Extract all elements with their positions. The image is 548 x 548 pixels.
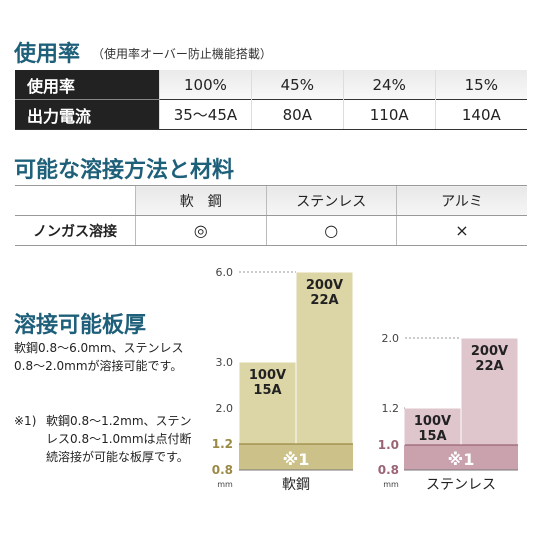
bar-label-current: 22A <box>475 359 503 374</box>
table-row: ノンガス溶接 ◎ ○ × <box>15 215 527 246</box>
thickness-description: 軟鋼0.8〜6.0mm、ステンレス0.8〜2.0mmが溶接可能です。 <box>14 341 184 373</box>
material-value: ◎ <box>135 215 266 246</box>
tick-label: 1.2 <box>212 437 233 451</box>
tick-label: 1.0 <box>378 438 399 452</box>
spot-weld-band <box>239 444 353 470</box>
bar-label-voltage: 200V <box>471 344 508 359</box>
thickness-title: 溶接可能板厚 <box>14 313 147 338</box>
duty-cycle-table: 使用率 100% 45% 24% 15% 出力電流 35〜45A 80A 110… <box>15 70 527 130</box>
spot-weld-band <box>404 445 518 470</box>
table-row: 使用率 100% 45% 24% 15% <box>15 70 527 100</box>
duty-cycle-subtitle: （使用率オーバー防止機能搭載） <box>92 47 272 61</box>
current-cell: 110A <box>342 99 436 130</box>
materials-corner <box>15 185 136 216</box>
bar-label-voltage: 200V <box>306 278 343 293</box>
material-value: ○ <box>265 215 397 246</box>
tick-label: 2.0 <box>382 332 400 345</box>
tick-label: 0.8 <box>378 463 399 477</box>
material-header: アルミ <box>396 185 527 216</box>
material-value: × <box>396 215 527 246</box>
row-label-current: 出力電流 <box>15 99 160 130</box>
material-header: ステンレス <box>265 185 397 216</box>
duty-cycle-title: 使用率 <box>14 42 81 67</box>
materials-title: 可能な溶接方法と材料 <box>14 158 235 183</box>
bar-label-voltage: 100V <box>249 368 286 383</box>
rate-cell: 15% <box>434 70 527 100</box>
bar-label-current: 15A <box>418 429 446 444</box>
current-cell: 140A <box>434 99 527 130</box>
bar-label-current: 15A <box>253 383 281 398</box>
unit-label: mm <box>217 480 233 489</box>
tick-label: 3.0 <box>216 356 234 369</box>
spot-weld-label: ※1 <box>448 450 475 469</box>
tick-label: 1.2 <box>382 402 400 415</box>
table-row: 軟 鋼 ステンレス アルミ <box>15 185 527 216</box>
row-label-rate: 使用率 <box>15 70 160 100</box>
tick-label: 2.0 <box>216 402 234 415</box>
material-header: 軟 鋼 <box>135 185 266 216</box>
rate-cell: 24% <box>342 70 436 100</box>
rate-cell: 45% <box>250 70 344 100</box>
x-axis-label: ステンレス <box>426 477 496 493</box>
current-cell: 35〜45A <box>159 99 252 130</box>
bar-label-current: 22A <box>310 293 338 308</box>
method-label: ノンガス溶接 <box>15 215 136 246</box>
tick-label: 0.8 <box>212 463 233 477</box>
rate-cell: 100% <box>159 70 252 100</box>
current-cell: 80A <box>250 99 344 130</box>
unit-label: mm <box>383 480 399 489</box>
note-mark: ※1) <box>14 414 37 428</box>
tick-label: 6.0 <box>216 266 234 279</box>
x-axis-label: 軟鋼 <box>282 477 310 493</box>
bar-label-voltage: 100V <box>414 414 451 429</box>
thickness-note: 軟鋼0.8〜1.2mm、ステンレス0.8〜1.0mmは点付断続溶接が可能な板厚で… <box>46 414 192 464</box>
spot-weld-label: ※1 <box>283 450 310 469</box>
table-row: 出力電流 35〜45A 80A 110A 140A <box>15 99 527 130</box>
thickness-bar <box>295 271 354 471</box>
materials-table: 軟 鋼 ステンレス アルミ ノンガス溶接 ◎ ○ × <box>15 185 527 246</box>
